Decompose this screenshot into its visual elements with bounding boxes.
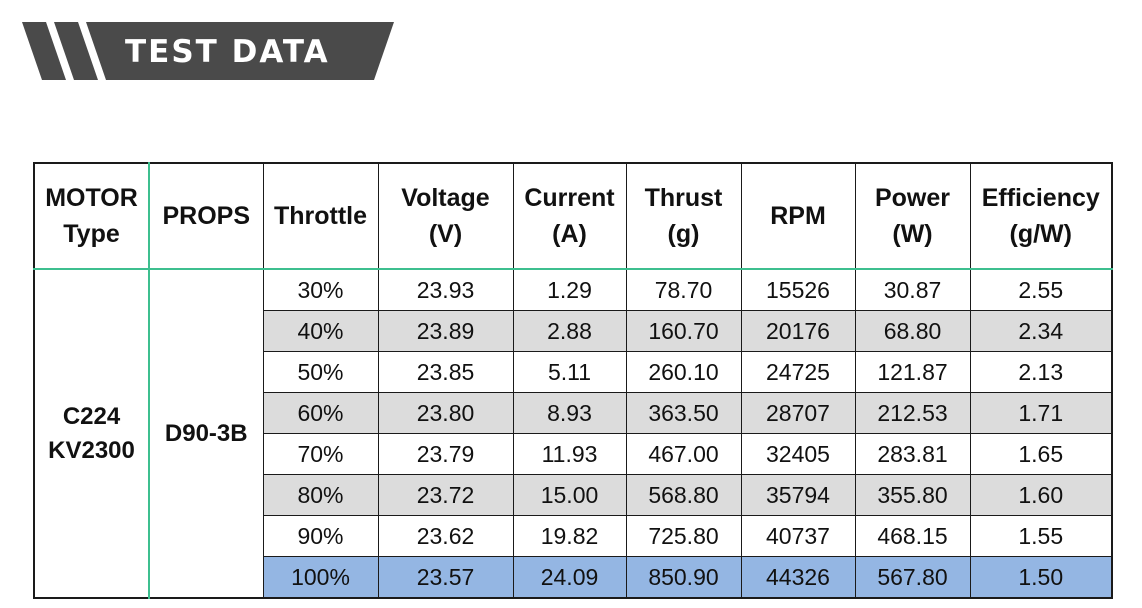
table-row: 80% 23.72 15.00 568.80 35794 355.80 1.60	[34, 474, 1113, 516]
thrust-cell: 568.80	[625, 474, 742, 516]
header-throttle: Throttle	[262, 162, 379, 270]
current-cell: 24.09	[512, 556, 627, 599]
efficiency-cell: 1.71	[969, 392, 1113, 434]
rpm-cell: 28707	[740, 392, 856, 434]
power-cell: 283.81	[854, 433, 971, 475]
rpm-cell: 44326	[740, 556, 856, 599]
efficiency-cell: 1.65	[969, 433, 1113, 475]
voltage-cell: 23.85	[377, 351, 514, 393]
current-cell: 1.29	[512, 268, 627, 311]
header-power-line2: (W)	[892, 220, 933, 248]
header-voltage: Voltage (V)	[377, 162, 514, 270]
motor-model: C224	[62, 402, 121, 430]
voltage-cell: 23.79	[377, 433, 514, 475]
header-props-line1: PROPS	[162, 202, 251, 230]
table-row: 50% 23.85 5.11 260.10 24725 121.87 2.13	[34, 351, 1113, 393]
test-data-table-container: MOTOR Type PROPS Throttle Voltage (V) Cu…	[33, 162, 1113, 599]
test-data-table: MOTOR Type PROPS Throttle Voltage (V) Cu…	[33, 162, 1113, 599]
voltage-cell: 23.72	[377, 474, 514, 516]
header-motor-line2: Type	[63, 220, 120, 248]
voltage-cell: 23.93	[377, 268, 514, 311]
rpm-cell: 15526	[740, 268, 856, 311]
header-efficiency-line2: (g/W)	[1009, 220, 1072, 248]
efficiency-cell: 1.55	[969, 515, 1113, 557]
rpm-cell: 40737	[740, 515, 856, 557]
power-cell: 567.80	[854, 556, 971, 599]
thrust-cell: 725.80	[625, 515, 742, 557]
throttle-cell: 70%	[262, 433, 379, 475]
voltage-cell: 23.89	[377, 310, 514, 352]
header-efficiency: Efficiency (g/W)	[969, 162, 1113, 270]
header-motor-type: MOTOR Type	[33, 162, 150, 270]
header-power-line1: Power	[874, 184, 951, 212]
efficiency-cell: 1.60	[969, 474, 1113, 516]
power-cell: 355.80	[854, 474, 971, 516]
rpm-cell: 32405	[740, 433, 856, 475]
rpm-cell: 24725	[740, 351, 856, 393]
current-cell: 11.93	[512, 433, 627, 475]
power-cell: 212.53	[854, 392, 971, 434]
header-efficiency-line1: Efficiency	[981, 184, 1100, 212]
throttle-cell: 60%	[262, 392, 379, 434]
current-cell: 2.88	[512, 310, 627, 352]
banner-title: TEST DATA	[125, 34, 330, 70]
table-row: 90% 23.62 19.82 725.80 40737 468.15 1.55	[34, 515, 1113, 557]
throttle-cell: 100%	[262, 556, 379, 599]
header-power: Power (W)	[854, 162, 971, 270]
table-row: 60% 23.80 8.93 363.50 28707 212.53 1.71	[34, 392, 1113, 434]
header-thrust-line2: (g)	[667, 220, 700, 248]
throttle-cell: 50%	[262, 351, 379, 393]
voltage-cell: 23.57	[377, 556, 514, 599]
header-rpm-line1: RPM	[770, 202, 826, 230]
thrust-cell: 363.50	[625, 392, 742, 434]
power-cell: 468.15	[854, 515, 971, 557]
motor-kv: KV2300	[48, 436, 135, 464]
efficiency-cell: 2.34	[969, 310, 1113, 352]
motor-type-cell: C224 KV2300	[33, 268, 150, 599]
header-rpm: RPM	[740, 162, 856, 270]
banner-stripes-graphic	[22, 22, 394, 80]
efficiency-cell: 2.55	[969, 268, 1113, 311]
current-cell: 8.93	[512, 392, 627, 434]
power-cell: 30.87	[854, 268, 971, 311]
table-row: C224 KV2300 D90-3B 30% 23.93 1.29 78.70 …	[33, 268, 1113, 599]
header-current-line2: (A)	[552, 220, 587, 248]
throttle-cell: 80%	[262, 474, 379, 516]
thrust-cell: 467.00	[625, 433, 742, 475]
thrust-cell: 260.10	[625, 351, 742, 393]
power-cell: 68.80	[854, 310, 971, 352]
current-cell: 5.11	[512, 351, 627, 393]
header-voltage-line2: (V)	[428, 220, 463, 248]
header-row: MOTOR Type PROPS Throttle Voltage (V) Cu…	[33, 162, 1113, 270]
header-props: PROPS	[148, 162, 264, 270]
rpm-cell: 20176	[740, 310, 856, 352]
rpm-cell: 35794	[740, 474, 856, 516]
table-row-highlighted: 100% 23.57 24.09 850.90 44326 567.80 1.5…	[34, 556, 1113, 599]
thrust-cell: 850.90	[625, 556, 742, 599]
power-cell: 121.87	[854, 351, 971, 393]
header-current-line1: Current	[524, 184, 615, 212]
props-cell: D90-3B	[148, 268, 264, 599]
voltage-cell: 23.80	[377, 392, 514, 434]
header-thrust: Thrust (g)	[625, 162, 742, 270]
header-current: Current (A)	[512, 162, 627, 270]
throttle-cell: 30%	[262, 268, 379, 311]
throttle-cell: 40%	[262, 310, 379, 352]
efficiency-cell: 2.13	[969, 351, 1113, 393]
voltage-cell: 23.62	[377, 515, 514, 557]
header-thrust-line1: Thrust	[644, 184, 723, 212]
efficiency-cell: 1.50	[969, 556, 1113, 599]
throttle-cell: 90%	[262, 515, 379, 557]
current-cell: 15.00	[512, 474, 627, 516]
header-voltage-line1: Voltage	[401, 184, 490, 212]
current-cell: 19.82	[512, 515, 627, 557]
header-throttle-line1: Throttle	[273, 202, 368, 230]
header-motor-line1: MOTOR	[45, 184, 138, 212]
thrust-cell: 160.70	[625, 310, 742, 352]
table-row: 40% 23.89 2.88 160.70 20176 68.80 2.34	[34, 310, 1113, 352]
thrust-cell: 78.70	[625, 268, 742, 311]
table-body: C224 KV2300 D90-3B 30% 23.93 1.29 78.70 …	[33, 268, 1113, 599]
test-data-banner: TEST DATA	[22, 22, 394, 80]
